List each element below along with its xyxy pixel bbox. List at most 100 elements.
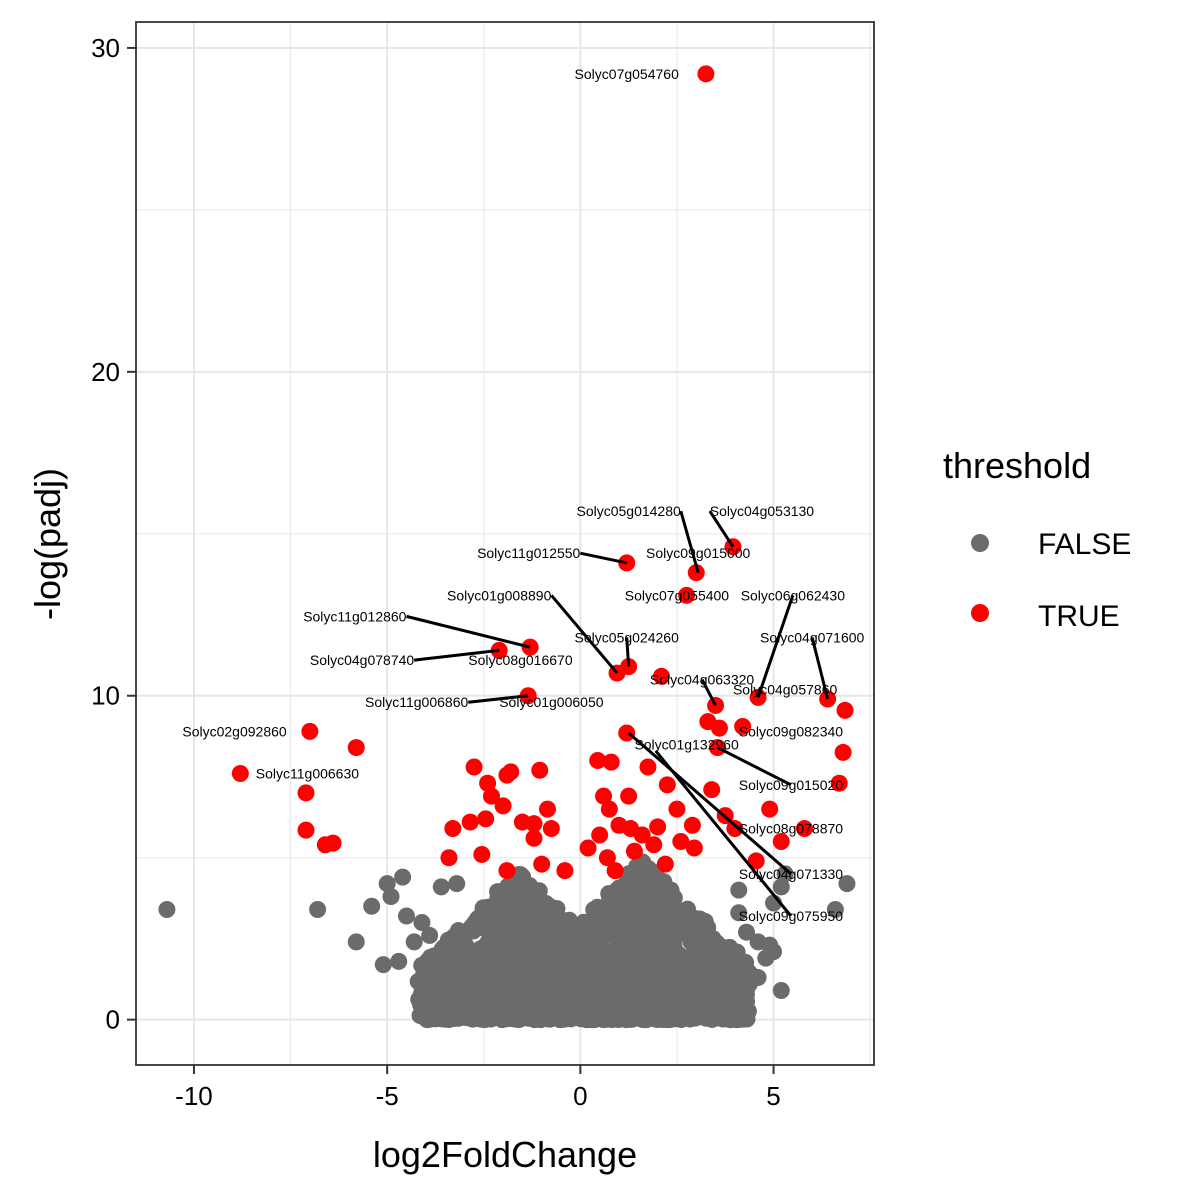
gene-label-connector [654, 749, 793, 917]
point-true [668, 800, 686, 818]
point-false [431, 977, 449, 995]
point-false [537, 957, 555, 975]
gene-label: Solyc09g075950 [739, 908, 844, 924]
point-false [378, 875, 396, 893]
point-false [512, 931, 530, 949]
point-false [479, 961, 497, 979]
point-false [432, 878, 450, 896]
point-false [696, 967, 714, 985]
point-false [765, 943, 783, 961]
point-true [525, 829, 543, 847]
point-false [436, 949, 454, 967]
x-tick-label: -5 [376, 1081, 399, 1111]
axes: -10 -5 0 5 0 10 20 30 [91, 33, 781, 1111]
gene-label-connector [700, 678, 717, 707]
point-false [405, 933, 423, 951]
point-false [452, 976, 470, 994]
point-false [453, 943, 471, 961]
legend-key-true [971, 604, 989, 622]
gene-label: Solyc02g092860 [182, 723, 287, 739]
gene-label-connector [708, 510, 735, 548]
y-axis-title: -log(padj) [27, 468, 68, 620]
point-true [531, 761, 549, 779]
point-false [421, 965, 439, 983]
point-true [645, 836, 663, 854]
point-false [690, 994, 708, 1012]
point-false [838, 875, 856, 893]
point-false [347, 933, 365, 951]
point-false [630, 1006, 648, 1024]
gene-label: Solyc07g054760 [575, 66, 680, 82]
point-true [652, 667, 670, 685]
gene-label-connector [406, 614, 531, 649]
point-false [309, 901, 327, 919]
point-false [528, 896, 546, 914]
point-true [556, 862, 574, 880]
gene-label-connector [580, 551, 628, 565]
point-false [776, 865, 794, 883]
point-true [316, 836, 334, 854]
gene-label: Solyc08g078870 [739, 821, 844, 837]
point-false [672, 1010, 690, 1028]
y-tick-label: 20 [91, 357, 120, 387]
gene-label-connector [679, 510, 700, 574]
legend: threshold FALSE TRUE [943, 445, 1131, 633]
point-false [428, 991, 446, 1009]
point-false [504, 915, 522, 933]
point-true [697, 65, 715, 83]
gene-label: Solyc11g006860 [365, 694, 468, 710]
legend-title: threshold [943, 445, 1091, 486]
point-false [677, 957, 695, 975]
gene-label: Solyc07g055400 [625, 587, 730, 603]
point-true [440, 849, 458, 867]
point-true [591, 826, 609, 844]
legend-label-true: TRUE [1038, 600, 1120, 633]
point-false [497, 888, 515, 906]
point-true [726, 820, 744, 838]
gene-label: Solyc09g082340 [739, 723, 844, 739]
point-false [572, 954, 590, 972]
gene-label: Solyc05g014280 [576, 503, 681, 519]
point-true [525, 815, 543, 833]
gene-label: Solyc06g062430 [741, 587, 846, 603]
point-true [683, 816, 701, 834]
point-true [579, 839, 597, 857]
point-true [606, 862, 624, 880]
point-true [498, 766, 516, 784]
point-true [301, 722, 319, 740]
point-false [772, 878, 790, 896]
point-false [714, 988, 732, 1006]
point-false [663, 946, 681, 964]
gene-label: Solyc04g078740 [310, 652, 415, 668]
panel-border [135, 21, 875, 1066]
point-false [559, 952, 577, 970]
point-false [736, 1007, 754, 1025]
point-false [158, 901, 176, 919]
point-false [422, 1010, 440, 1028]
point-true [687, 564, 705, 582]
point-true [836, 701, 854, 719]
point-false [514, 898, 532, 916]
point-false [597, 922, 615, 940]
point-false [718, 969, 736, 987]
point-true [533, 855, 551, 873]
point-true [639, 758, 657, 776]
point-false [585, 936, 603, 954]
gene-label-connector [414, 648, 500, 662]
point-true [710, 719, 728, 737]
point-false [700, 931, 718, 949]
point-true [494, 797, 512, 815]
gene-label: Solyc04g057860 [733, 681, 838, 697]
legend-label-false: FALSE [1038, 528, 1131, 561]
point-false [657, 1004, 675, 1022]
gene-label: Solyc04g071600 [760, 629, 865, 645]
point-false [609, 946, 627, 964]
point-false [439, 936, 457, 954]
point-false [613, 883, 631, 901]
point-true [444, 820, 462, 838]
gene-label: Solyc01g008890 [447, 587, 552, 603]
point-false [548, 1005, 566, 1023]
point-false [585, 901, 603, 919]
point-true [297, 784, 315, 802]
point-false [587, 993, 605, 1011]
